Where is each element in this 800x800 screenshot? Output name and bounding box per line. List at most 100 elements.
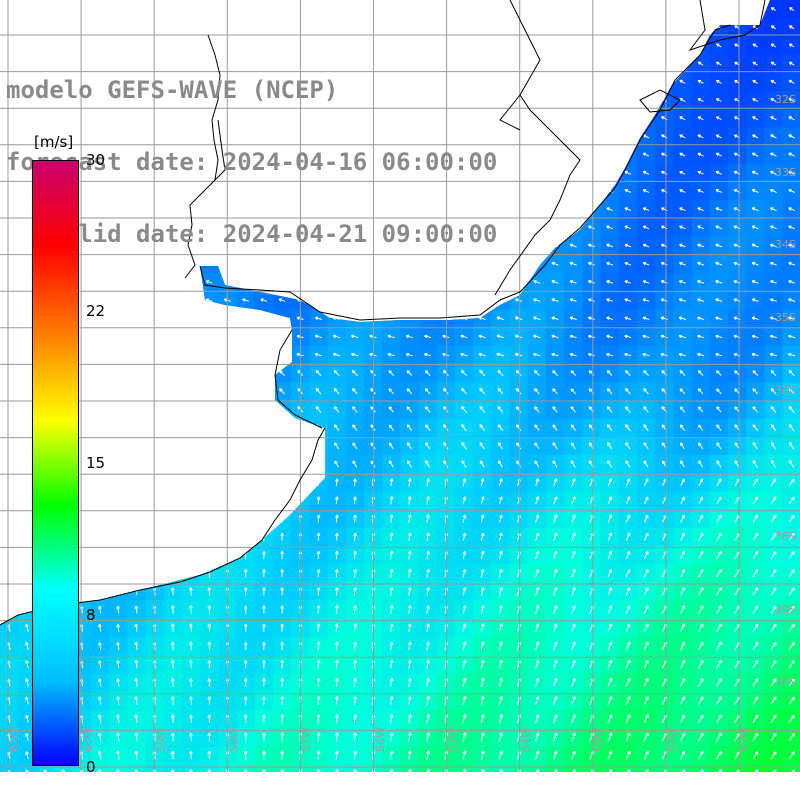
field-cell (509, 36, 529, 56)
wind-arrow (279, 460, 285, 468)
field-cell (254, 345, 274, 365)
wind-arrow (515, 61, 522, 66)
wind-arrow (151, 388, 158, 395)
lon-label: 60W (82, 727, 95, 752)
wind-arrow (97, 388, 103, 395)
field-cell (127, 436, 147, 456)
field-cell (618, 109, 638, 128)
field-cell (491, 291, 511, 310)
field-cell (127, 564, 147, 583)
wind-arrow (24, 7, 30, 12)
lon-label: 54W (520, 727, 533, 752)
field-cell (273, 345, 292, 365)
field-cell (564, 18, 583, 37)
wind-arrow (679, 61, 686, 66)
wind-arrow (643, 25, 649, 30)
wind-arrow (261, 442, 267, 450)
wind-arrow (497, 243, 504, 248)
wind-arrow (97, 370, 103, 376)
wind-arrow (96, 352, 104, 357)
wind-arrow (205, 352, 213, 357)
wind-arrow (188, 370, 194, 376)
field-cell (582, 127, 602, 147)
field-cell (163, 0, 183, 19)
field-cell (0, 400, 19, 420)
wind-arrow (460, 298, 468, 302)
wind-arrow (98, 496, 102, 505)
field-cell (91, 546, 110, 565)
wind-arrow (497, 189, 504, 193)
wind-arrow (552, 25, 558, 30)
lon-label: 52W (666, 727, 679, 752)
wind-arrow (134, 569, 139, 577)
wind-arrow (515, 134, 522, 139)
field-cell (163, 473, 183, 492)
wind-arrow (243, 496, 248, 505)
wind-arrow (570, 7, 576, 12)
field-cell (582, 18, 602, 37)
field-cell (145, 364, 165, 383)
wind-arrow (405, 298, 413, 302)
wind-arrow (497, 152, 504, 157)
wind-arrow (170, 424, 176, 431)
wind-arrow (279, 25, 285, 30)
wind-arrow (25, 551, 29, 559)
wind-arrow (606, 170, 613, 175)
field-cell (509, 163, 529, 183)
wind-arrow (25, 496, 29, 504)
wind-arrow (116, 569, 120, 577)
wind-arrow (625, 7, 631, 12)
wind-arrow (278, 316, 286, 321)
field-cell (600, 163, 620, 183)
wind-arrow (261, 370, 267, 376)
field-cell (655, 54, 674, 74)
wind-arrow (570, 43, 576, 48)
field-cell (236, 491, 256, 511)
field-cell (546, 236, 565, 256)
field-cell (509, 72, 529, 92)
field-cell (527, 182, 547, 201)
wind-arrow (79, 406, 85, 413)
field-cell (273, 0, 292, 19)
field-cell (127, 418, 147, 438)
wind-arrow (261, 25, 267, 30)
field-cell (0, 327, 19, 347)
field-cell (200, 382, 219, 401)
colorbar (32, 160, 79, 766)
field-cell (564, 109, 583, 128)
field-cell (127, 309, 147, 329)
wind-arrow (606, 134, 613, 139)
field-cell (673, 18, 693, 37)
field-cell (91, 382, 110, 401)
model-title: modelo GEFS-WAVE (NCEP) (6, 76, 339, 104)
field-cell (145, 309, 165, 329)
wind-arrow (334, 768, 339, 772)
wind-arrow (133, 388, 140, 395)
wind-arrow (116, 478, 120, 487)
wind-arrow (643, 7, 649, 12)
wind-arrow (115, 388, 121, 395)
field-cell (400, 291, 420, 310)
field-cell (254, 418, 274, 438)
wind-arrow (333, 25, 340, 30)
field-cell (0, 309, 19, 329)
field-cell (200, 491, 219, 511)
field-cell (637, 18, 656, 37)
lon-label: 56W (374, 727, 387, 752)
field-cell (236, 345, 256, 365)
wind-arrow (588, 170, 595, 175)
field-cell (564, 127, 583, 147)
wind-arrow (60, 6, 67, 12)
wind-arrow (23, 316, 31, 320)
wind-arrow (189, 478, 193, 486)
field-cell (564, 0, 583, 19)
wind-arrow (262, 496, 266, 505)
wind-arrow (243, 424, 249, 431)
wind-arrow (134, 551, 139, 559)
field-cell (273, 436, 292, 456)
wind-arrow (133, 316, 140, 321)
field-cell (127, 473, 147, 492)
field-cell (182, 345, 201, 365)
field-cell (163, 436, 183, 456)
wind-arrow (170, 25, 176, 30)
